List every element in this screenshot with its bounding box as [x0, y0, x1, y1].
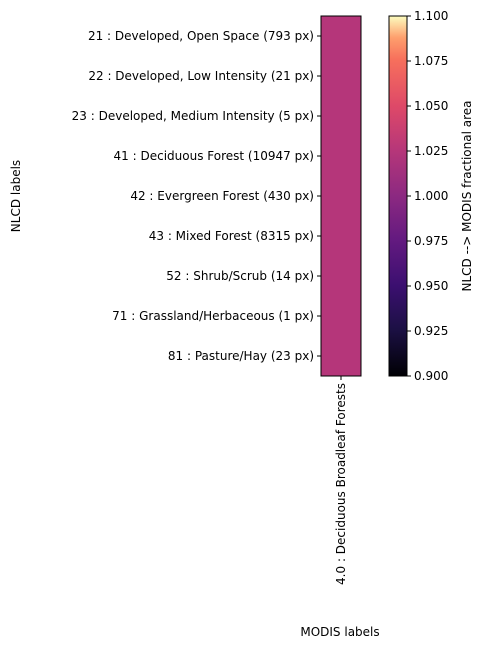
colorbar-tick-label: 1.025 [414, 144, 448, 158]
heatmap-cells [321, 16, 362, 377]
y-tick-label: 43 : Mixed Forest (8315 px) [149, 229, 314, 243]
heatmap-cell [321, 56, 362, 97]
colorbar-tick-label: 0.975 [414, 234, 448, 248]
y-tick-label: 81 : Pasture/Hay (23 px) [168, 349, 314, 363]
heatmap-cell [321, 296, 362, 337]
colorbar-ticks: 0.900 0.925 0.950 0.975 1.000 1.025 1.050 1.075… [407, 9, 448, 383]
colorbar-tick-label: 1.075 [414, 54, 448, 68]
y-tick-label: 71 : Grassland/Herbaceous (1 px) [112, 309, 314, 323]
y-tick-label: 42 : Evergreen Forest (430 px) [130, 189, 314, 203]
colorbar-tick-label: 0.950 [414, 279, 448, 293]
colorbar [388, 15, 408, 377]
heatmap-cell [321, 96, 362, 137]
x-axis-label: MODIS labels [300, 625, 379, 639]
colorbar-tick-label: 0.900 [414, 369, 448, 383]
heatmap-cell [321, 16, 362, 57]
heatmap-cell [321, 216, 362, 257]
y-tick-label: 21 : Developed, Open Space (793 px) [88, 29, 314, 43]
colorbar-tick-label: 1.050 [414, 99, 448, 113]
colorbar-label: NLCD --> MODIS fractional area [460, 101, 474, 292]
y-tick-label: 22 : Developed, Low Intensity (21 px) [88, 69, 314, 83]
x-tick-label: 4.0 : Deciduous Broadleaf Forests [334, 383, 348, 585]
heatmap-cell [321, 136, 362, 177]
colorbar-tick-label: 1.100 [414, 9, 448, 23]
heatmap-cell [321, 256, 362, 297]
heatmap-cell [321, 176, 362, 217]
y-axis: 21 : Developed, Open Space (793 px) 22 : … [72, 29, 321, 363]
colorbar-tick-label: 0.925 [414, 324, 448, 338]
y-tick-label: 23 : Developed, Medium Intensity (5 px) [72, 109, 314, 123]
x-axis: 4.0 : Deciduous Broadleaf Forests [334, 376, 348, 585]
y-axis-label: NLCD labels [9, 160, 23, 232]
heatmap-cell [321, 336, 362, 377]
colorbar-tick-label: 1.000 [414, 189, 448, 203]
y-tick-label: 52 : Shrub/Scrub (14 px) [166, 269, 314, 283]
y-tick-label: 41 : Deciduous Forest (10947 px) [114, 149, 314, 163]
